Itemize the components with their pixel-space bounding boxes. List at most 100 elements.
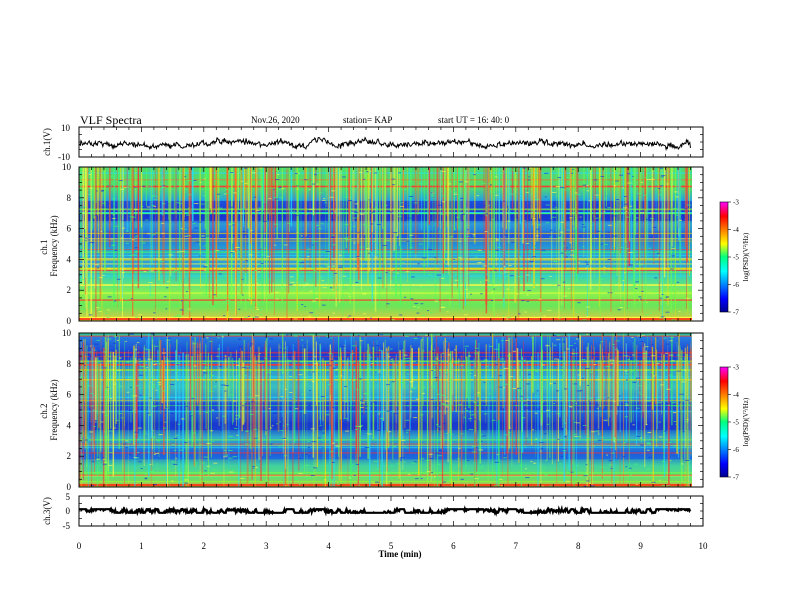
spectral-speckle <box>298 374 303 376</box>
spectral-streak <box>587 342 589 477</box>
spectral-speckle <box>686 204 692 206</box>
spectral-streak <box>114 355 116 402</box>
spectral-streak <box>258 354 260 460</box>
spectral-streak <box>141 167 143 269</box>
spectral-speckle <box>472 445 477 447</box>
spectral-speckle <box>635 281 639 283</box>
spectral-speckle <box>364 447 370 449</box>
spectral-speckle <box>135 457 140 459</box>
spectral-speckle <box>627 173 631 175</box>
spectral-speckle <box>387 450 389 452</box>
spectral-speckle <box>405 271 410 273</box>
spectral-streak <box>479 358 481 421</box>
spectral-speckle <box>345 193 348 195</box>
spectral-streak <box>509 338 511 381</box>
spectral-speckle <box>103 458 106 460</box>
spectral-speckle <box>93 343 99 345</box>
spectral-speckle <box>629 467 632 469</box>
spectral-speckle <box>501 446 504 448</box>
spectral-speckle <box>617 221 621 223</box>
spectral-streak <box>404 339 406 429</box>
spectral-streak <box>104 361 105 484</box>
spectral-speckle <box>203 245 206 247</box>
spectral-streak <box>418 167 420 213</box>
spectral-speckle <box>119 357 122 359</box>
spectral-speckle <box>519 292 522 294</box>
spectral-speckle <box>576 390 582 392</box>
spectral-streak <box>254 354 256 487</box>
spectral-speckle <box>225 192 228 194</box>
spectral-line <box>79 360 692 362</box>
spectral-speckle <box>452 170 454 172</box>
spectral-speckle <box>140 205 144 207</box>
spectral-speckle <box>508 265 512 267</box>
spectral-speckle <box>528 373 531 375</box>
spectral-speckle <box>420 285 423 287</box>
spectral-speckle <box>86 237 89 239</box>
spectral-speckle <box>249 413 254 415</box>
spectral-speckle <box>428 453 433 455</box>
spectral-streak <box>130 357 132 423</box>
spectral-speckle <box>666 183 669 185</box>
spectral-streak <box>558 167 561 229</box>
spectral-speckle <box>509 427 511 429</box>
spectral-streak <box>597 360 600 436</box>
spectral-speckle <box>503 367 509 369</box>
spectral-streak <box>329 352 331 487</box>
spectral-speckle <box>668 374 673 376</box>
spectral-speckle <box>495 176 498 178</box>
spectral-speckle <box>407 357 412 359</box>
spectral-speckle <box>561 366 564 368</box>
spectral-speckle <box>92 395 95 397</box>
spectral-streak <box>400 359 403 440</box>
spectral-streak <box>297 339 300 471</box>
spectral-line <box>79 317 692 319</box>
spectral-speckle <box>97 456 99 458</box>
spectral-speckle <box>150 270 155 272</box>
spectral-speckle <box>247 396 250 398</box>
spectral-speckle <box>597 428 600 430</box>
spectral-streak <box>201 334 203 486</box>
spectral-speckle <box>149 463 152 465</box>
spectral-speckle <box>364 272 367 274</box>
spectral-streak <box>256 353 258 430</box>
spectral-speckle <box>181 418 185 420</box>
spectral-streak <box>526 167 529 283</box>
spectral-streak <box>508 167 510 244</box>
spectral-speckle <box>288 284 293 286</box>
spectral-streak <box>385 167 387 289</box>
spectral-speckle <box>574 433 577 435</box>
spectral-speckle <box>122 219 125 221</box>
spectral-speckle <box>560 252 564 254</box>
spectral-streak <box>206 362 207 432</box>
spectral-streak <box>288 361 290 487</box>
spectral-streak <box>684 356 686 459</box>
spectral-streak <box>305 167 307 237</box>
spectral-speckle <box>339 254 342 256</box>
spectral-streak <box>255 361 258 445</box>
spectral-speckle <box>658 172 661 174</box>
spectral-speckle <box>500 272 504 274</box>
spectral-streak <box>674 167 676 310</box>
spectral-speckle <box>224 357 228 359</box>
spectral-streak <box>569 167 571 242</box>
spectral-speckle <box>648 247 651 249</box>
spectral-streak <box>350 167 352 231</box>
spectral-speckle <box>254 301 257 303</box>
spectral-speckle <box>360 425 364 427</box>
spectral-speckle <box>109 185 112 187</box>
spectral-speckle <box>557 177 561 179</box>
spectral-speckle <box>167 339 171 341</box>
spectral-streak <box>224 354 227 424</box>
spectral-speckle <box>203 456 208 458</box>
spectral-speckle <box>631 336 634 338</box>
spectral-speckle <box>261 286 264 288</box>
spectral-streak <box>653 167 655 264</box>
spectral-streak <box>336 167 338 276</box>
spectral-speckle <box>603 266 606 268</box>
spectral-speckle <box>335 375 338 377</box>
spectral-speckle <box>144 474 147 476</box>
spectral-speckle <box>409 381 414 383</box>
spectral-speckle <box>124 298 128 300</box>
